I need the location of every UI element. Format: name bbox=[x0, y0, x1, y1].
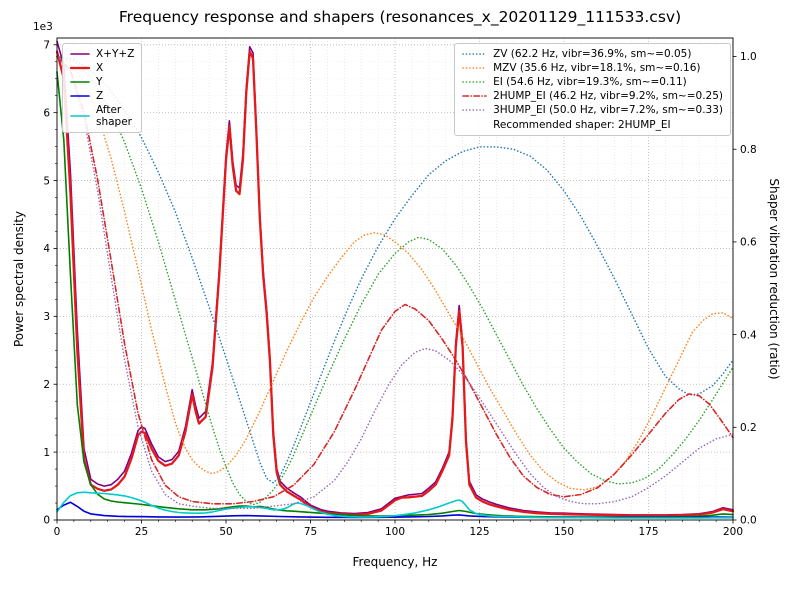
tick-label-x: 50 bbox=[219, 526, 232, 538]
tick-label-y-left: 2 bbox=[43, 379, 50, 391]
tick-label-y-left: 0 bbox=[43, 515, 50, 527]
legend-line-sample bbox=[70, 95, 90, 98]
series-2HUMP_EI bbox=[56, 55, 734, 505]
legend-label: After shaper bbox=[96, 104, 133, 129]
tick-label-y-left: 3 bbox=[43, 311, 50, 323]
legend-label: ZV (62.2 Hz, vibr=36.9%, sm~=0.05) bbox=[493, 48, 692, 60]
tick-label-y-left: 6 bbox=[43, 107, 50, 119]
legend-label: EI (54.6 Hz, vibr=19.3%, sm~=0.11) bbox=[493, 76, 687, 89]
legend-label: MZV (35.6 Hz, vibr=18.1%, sm~=0.16) bbox=[493, 62, 701, 75]
legend-line-sample bbox=[462, 95, 487, 98]
series-X bbox=[55, 50, 735, 517]
tick-label-y-right: 0.6 bbox=[740, 237, 757, 249]
legend-item-X+Y+Z: X+Y+Z bbox=[70, 48, 134, 60]
tick-label-x: 175 bbox=[638, 526, 658, 538]
legend-label: X bbox=[96, 62, 104, 75]
legend-label: 2HUMP_EI (46.2 Hz, vibr=9.2%, sm~=0.25) bbox=[493, 90, 723, 103]
legend-item-Z: Z bbox=[70, 90, 134, 102]
legend-label: 3HUMP_EI (50.0 Hz, vibr=7.2%, sm~=0.33) bbox=[493, 104, 723, 117]
chart-title: Frequency response and shapers (resonanc… bbox=[118, 8, 682, 26]
legend-label: Y bbox=[96, 76, 103, 89]
tick-label-y-left: 5 bbox=[43, 175, 50, 187]
series-3HUMP_EI bbox=[56, 55, 734, 510]
legend-shapers: ZV (62.2 Hz, vibr=36.9%, sm~=0.05) MZV (3… bbox=[454, 43, 731, 137]
legend-label: X+Y+Z bbox=[96, 48, 135, 60]
tick-label-x: 150 bbox=[554, 526, 574, 538]
legend-line-sample bbox=[462, 53, 487, 55]
legend-item-ZV: ZV (62.2 Hz, vibr=36.9%, sm~=0.05) bbox=[462, 48, 723, 60]
tick-label-y-right: 0.4 bbox=[740, 329, 757, 341]
series-MZV bbox=[56, 55, 734, 491]
tick-label-y-right: 0.8 bbox=[740, 144, 757, 156]
legend-item-Y: Y bbox=[70, 76, 134, 88]
legend-recommendation: Recommended shaper: 2HUMP_EI bbox=[493, 119, 671, 132]
tick-label-x: 0 bbox=[54, 526, 61, 538]
legend-label: Z bbox=[96, 90, 104, 103]
tick-label-y-right: 1.0 bbox=[740, 51, 757, 63]
series-EI bbox=[56, 55, 734, 506]
legend-item-After-shaper: After shaper bbox=[70, 104, 134, 128]
legend-psd: X+Y+Z X Y Z After shaper bbox=[62, 43, 143, 134]
legend-item-X: X bbox=[70, 62, 134, 74]
legend-line-sample bbox=[462, 109, 487, 112]
y-axis-offset-label: 1e3 bbox=[33, 21, 53, 33]
legend-item-EI: EI (54.6 Hz, vibr=19.3%, sm~=0.11) bbox=[462, 76, 723, 88]
legend-line-sample bbox=[462, 81, 487, 83]
tick-label-y-left: 7 bbox=[43, 39, 50, 51]
legend-line-sample bbox=[70, 53, 90, 55]
x-axis-label: Frequency, Hz bbox=[352, 555, 438, 569]
tick-label-y-right: 0.2 bbox=[740, 422, 757, 434]
legend-line-sample bbox=[70, 115, 90, 118]
tick-label-x: 125 bbox=[469, 526, 489, 538]
tick-label-y-right: 0.0 bbox=[740, 515, 757, 527]
tick-label-x: 100 bbox=[385, 526, 405, 538]
tick-label-x: 75 bbox=[304, 526, 317, 538]
legend-line-sample bbox=[462, 67, 487, 69]
legend-item-2HUMP_EI: 2HUMP_EI (46.2 Hz, vibr=9.2%, sm~=0.25) bbox=[462, 90, 723, 102]
series-ZV bbox=[56, 55, 734, 484]
tick-label-y-left: 4 bbox=[43, 243, 50, 255]
tick-label-x: 200 bbox=[723, 526, 743, 538]
tick-label-x: 25 bbox=[135, 526, 148, 538]
legend-item-3HUMP_EI: 3HUMP_EI (50.0 Hz, vibr=7.2%, sm~=0.33) bbox=[462, 104, 723, 116]
legend-line-sample bbox=[70, 66, 90, 70]
legend-line-sample bbox=[70, 81, 90, 83]
legend-item-MZV: MZV (35.6 Hz, vibr=18.1%, sm~=0.16) bbox=[462, 62, 723, 74]
tick-label-y-left: 1 bbox=[43, 447, 50, 459]
